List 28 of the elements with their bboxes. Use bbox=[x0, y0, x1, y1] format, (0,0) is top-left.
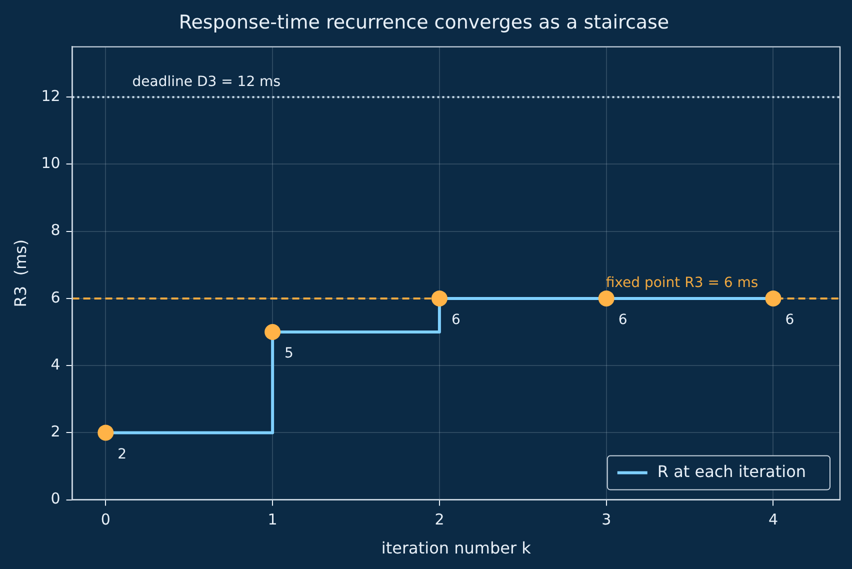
x-tick-label: 4 bbox=[768, 510, 778, 529]
y-tick-label: 4 bbox=[50, 355, 60, 374]
y-tick-label: 8 bbox=[50, 221, 60, 240]
legend-label: R at each iteration bbox=[657, 462, 806, 481]
y-tick-label: 12 bbox=[41, 87, 60, 106]
ref-line-label: deadline D3 = 12 ms bbox=[132, 74, 280, 90]
ref-line-label: fixed point R3 = 6 ms bbox=[606, 275, 758, 292]
x-axis-title: iteration number k bbox=[381, 538, 532, 558]
point bbox=[765, 290, 782, 306]
data-label: 6 bbox=[618, 312, 628, 328]
point bbox=[264, 324, 281, 340]
y-tick-label: 2 bbox=[50, 422, 60, 441]
x-tick-label: 3 bbox=[602, 510, 612, 529]
data-label: 5 bbox=[284, 346, 294, 362]
data-label: 6 bbox=[785, 312, 794, 328]
x-tick-label: 2 bbox=[434, 510, 444, 529]
data-label: 6 bbox=[451, 312, 460, 328]
point bbox=[98, 424, 114, 441]
x-tick-label: 1 bbox=[268, 510, 278, 529]
y-axis-title: R3 (ms) bbox=[10, 239, 30, 308]
data-label: 2 bbox=[118, 446, 127, 462]
x-tick-label: 0 bbox=[100, 510, 110, 529]
point bbox=[431, 290, 448, 306]
chart-title: Response-time recurrence converges as a staircase bbox=[178, 11, 670, 34]
y-tick-label: 6 bbox=[50, 288, 60, 306]
y-tick-label: 0 bbox=[50, 490, 60, 508]
point bbox=[598, 290, 614, 306]
y-tick-label: 10 bbox=[41, 154, 60, 172]
